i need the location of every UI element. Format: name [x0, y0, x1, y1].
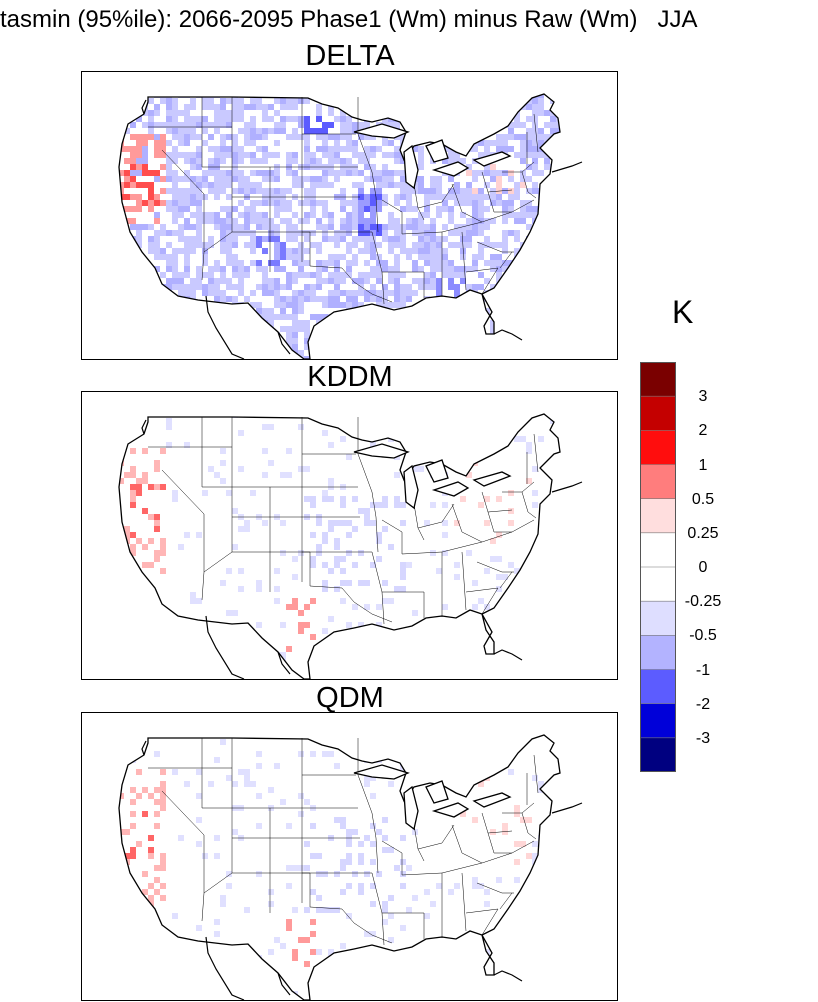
- colorbar-swatch: [640, 601, 676, 636]
- colorbar-tick-label: -0.25: [684, 593, 722, 611]
- coastline-detail: [141, 740, 583, 1000]
- title-text: tasmin (95%ile): 2066-2095 Phase1 (Wm) m…: [0, 6, 638, 33]
- shading-layer: [119, 94, 560, 359]
- colorbar-tick-label: -3: [695, 729, 711, 747]
- colorbar-tick-label: 0.5: [691, 490, 715, 508]
- colorbar-tick-label: -0.5: [689, 627, 717, 645]
- colorbar-swatch: [640, 703, 676, 739]
- map-panel-delta: [81, 71, 618, 360]
- colorbar-swatch: [640, 635, 676, 670]
- colorbar-swatch: [640, 669, 676, 705]
- colorbar-tick-label: -1: [695, 661, 711, 679]
- colorbar-swatch: [640, 532, 676, 568]
- panel-title-delta: DELTA: [305, 40, 395, 72]
- figure-title: tasmin (95%ile): 2066-2095 Phase1 (Wm) m…: [0, 4, 818, 36]
- map-kddm: [118, 413, 583, 679]
- colorbar-outline: [640, 362, 676, 772]
- panel-title-qdm: QDM: [316, 682, 384, 714]
- map-panel-qdm: [81, 712, 618, 1001]
- great-lakes: [353, 443, 512, 510]
- season-label: JJA: [657, 6, 698, 33]
- colorbar-swatch: [640, 396, 676, 431]
- colorbar-swatch: [640, 362, 676, 397]
- colorbar-tick-label: 0: [698, 559, 708, 576]
- colorbar-swatch: [640, 567, 676, 602]
- shading-layer: [119, 735, 560, 1000]
- colorbar-tick-label: 3: [698, 388, 708, 406]
- map-delta: [118, 93, 583, 359]
- colorbar-tick-label: 2: [698, 422, 708, 440]
- coastline-detail: [141, 419, 583, 679]
- colorbar-tick-label: -2: [695, 695, 711, 713]
- colorbar-swatch: [640, 737, 676, 772]
- coastline-detail: [141, 99, 583, 359]
- map-panel-kddm: [81, 391, 618, 680]
- shading-layer: [119, 414, 560, 679]
- colorbar-tick-label: 1: [698, 456, 708, 474]
- panel-title-kddm: KDDM: [307, 361, 393, 393]
- state-boundaries: [148, 417, 539, 625]
- colorbar-swatch: [640, 498, 676, 534]
- state-boundaries: [148, 738, 539, 946]
- colorbar-swatch: [640, 464, 676, 500]
- colorbar-unit-label: K: [672, 294, 694, 330]
- great-lakes: [353, 764, 512, 831]
- map-qdm: [118, 734, 583, 1000]
- great-lakes: [353, 123, 512, 190]
- colorbar: [640, 362, 676, 772]
- colorbar-tick-label: 0.25: [687, 524, 719, 542]
- colorbar-swatch: [640, 430, 676, 465]
- state-boundaries: [148, 97, 539, 305]
